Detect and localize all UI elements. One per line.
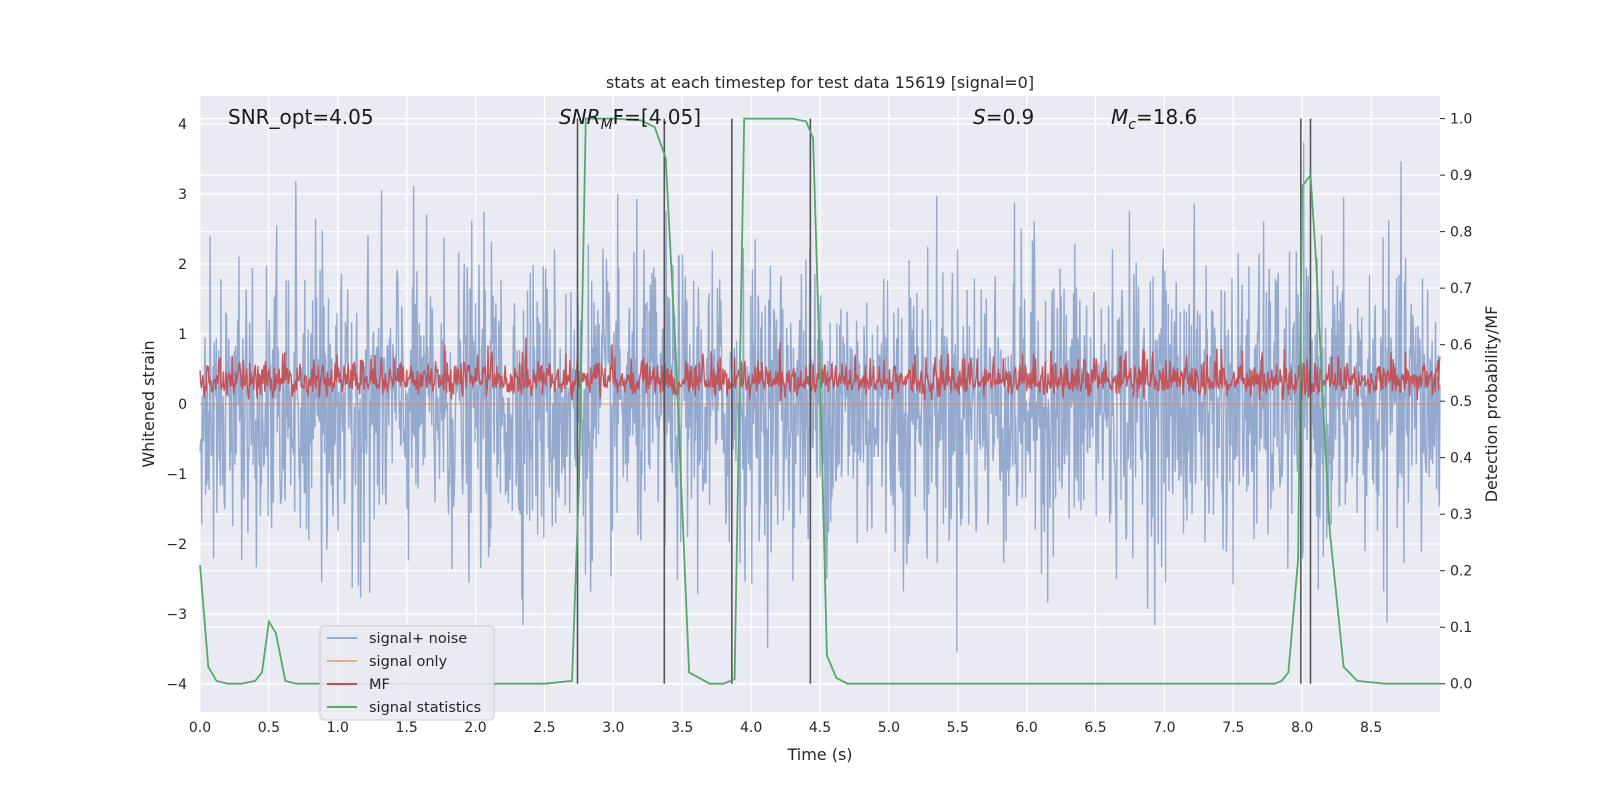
x-tick-label: 2.0 bbox=[464, 720, 486, 736]
x-tick-label: 2.5 bbox=[533, 720, 555, 736]
x-tick-label: 7.5 bbox=[1222, 720, 1244, 736]
series-signal-noise bbox=[199, 142, 1441, 653]
y-left-tick-label: 0 bbox=[178, 397, 187, 413]
x-tick-label: 5.5 bbox=[947, 720, 969, 736]
legend-label-signal-noise: signal+ noise bbox=[369, 631, 467, 647]
y-right-tick-label: 0.1 bbox=[1450, 620, 1472, 636]
y-right-tick-label: 0.3 bbox=[1450, 507, 1472, 523]
y-right-tick-label: 0.4 bbox=[1450, 451, 1472, 467]
y-left-tick-label: 3 bbox=[178, 187, 187, 203]
x-tick-label: 1.5 bbox=[396, 720, 418, 736]
x-tick-label: 1.0 bbox=[327, 720, 349, 736]
y-left-tick-label: −3 bbox=[166, 607, 187, 623]
y-left-tick-label: −2 bbox=[166, 537, 187, 553]
legend-label-mf: MF bbox=[369, 677, 390, 693]
x-axis-label: Time (s) bbox=[786, 745, 852, 764]
y-right-tick-label: 0.0 bbox=[1450, 677, 1472, 693]
x-tick-label: 4.5 bbox=[809, 720, 831, 736]
annotation-mc: Mc=18.6 bbox=[1111, 105, 1197, 133]
legend: signal+ noise signal only MF signal stat… bbox=[319, 625, 495, 721]
y-right-tick-label: 0.7 bbox=[1450, 281, 1472, 297]
y-right-tick-label: 1.0 bbox=[1450, 112, 1472, 128]
x-tick-label: 8.0 bbox=[1291, 720, 1313, 736]
y-axis-label-left: Whitened strain bbox=[139, 340, 158, 467]
y-left-tick-label: −4 bbox=[166, 677, 187, 693]
annotation-snr-opt: SNR_opt=4.05 bbox=[228, 105, 374, 129]
legend-label-signal-only: signal only bbox=[369, 654, 448, 670]
y-right-tick-label: 0.6 bbox=[1450, 338, 1472, 354]
x-tick-label: 8.5 bbox=[1360, 720, 1382, 736]
legend-box bbox=[319, 625, 495, 721]
x-tick-label: 3.5 bbox=[671, 720, 693, 736]
plot-area bbox=[199, 117, 1441, 685]
x-tick-label: 3.0 bbox=[602, 720, 624, 736]
x-tick-label: 6.0 bbox=[1016, 720, 1038, 736]
x-tick-label: 4.0 bbox=[740, 720, 762, 736]
y-axis-label-right: Detection probability/MF bbox=[1482, 306, 1501, 503]
x-tick-label: 5.0 bbox=[878, 720, 900, 736]
y-right-tick-label: 0.8 bbox=[1450, 225, 1472, 241]
x-tick-label: 0.5 bbox=[258, 720, 280, 736]
chart-title: stats at each timestep for test data 156… bbox=[606, 73, 1034, 92]
x-tick-label: 0.0 bbox=[189, 720, 211, 736]
y-left-tick-label: −1 bbox=[166, 467, 187, 483]
x-tick-label: 6.5 bbox=[1084, 720, 1106, 736]
annotation-s: S=0.9 bbox=[973, 105, 1034, 129]
annotation-snr-mf: SNRMF=[4.05] bbox=[559, 105, 701, 133]
y-right-tick-label: 0.9 bbox=[1450, 168, 1472, 184]
x-tick-label: 7.0 bbox=[1153, 720, 1175, 736]
axes: 0.0 0.5 1.0 1.5 2.0 2.5 3.0 3.5 4.0 4.5 5.0 5.5 6.0 6… bbox=[166, 112, 1472, 736]
series-signal-statistics bbox=[199, 117, 1440, 685]
legend-label-signal-statistics: signal statistics bbox=[369, 700, 481, 716]
y-left-tick-label: 4 bbox=[178, 117, 187, 133]
y-right-tick-label: 0.2 bbox=[1450, 564, 1472, 580]
y-right-tick-label: 0.5 bbox=[1450, 394, 1472, 410]
y-left-tick-label: 2 bbox=[178, 257, 187, 273]
y-left-tick-label: 1 bbox=[178, 327, 187, 343]
